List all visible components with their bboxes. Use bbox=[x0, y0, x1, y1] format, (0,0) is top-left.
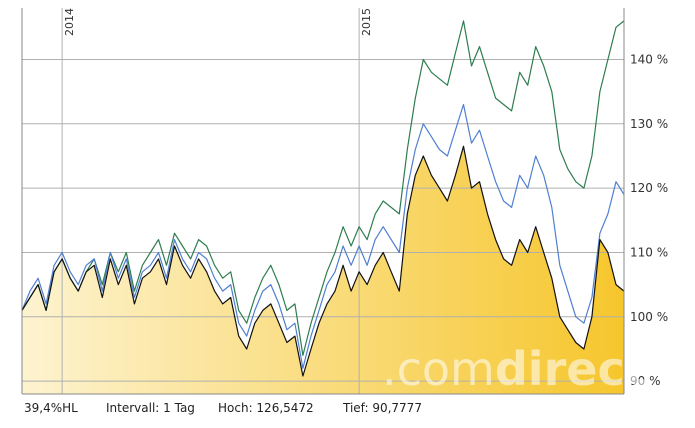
y-tick-label: 90 % bbox=[630, 374, 661, 388]
y-tick-label: 120 % bbox=[630, 181, 668, 195]
lines-layer bbox=[21, 20, 625, 377]
series-line-blue bbox=[21, 103, 625, 369]
axes-layer: 90 % 100 % 110 % 120 % 130 % 140 % 2014 2015 bbox=[21, 8, 668, 395]
high-label: Hoch: 126,5472 bbox=[218, 401, 314, 415]
y-tick-label: 110 % bbox=[630, 245, 668, 259]
series-line-green bbox=[21, 20, 625, 356]
series-line-main bbox=[21, 145, 625, 377]
x-year-label: 2015 bbox=[360, 8, 373, 36]
main-series-area bbox=[22, 146, 624, 394]
watermark-suffix: direct bbox=[495, 342, 647, 396]
range-label: 39,4%HL bbox=[24, 401, 78, 415]
area-layer bbox=[22, 146, 624, 394]
y-tick-label: 140 % bbox=[630, 52, 668, 66]
watermark-prefix: .com bbox=[382, 342, 495, 396]
x-year-label: 2014 bbox=[63, 8, 76, 36]
y-tick-label: 130 % bbox=[630, 117, 668, 131]
interval-label: Intervall: 1 Tag bbox=[106, 401, 195, 415]
low-label: Tief: 90,7777 bbox=[343, 401, 422, 415]
watermark: .comdirect bbox=[382, 342, 647, 396]
grid-layer bbox=[22, 8, 624, 394]
y-tick-label: 100 % bbox=[630, 310, 668, 324]
